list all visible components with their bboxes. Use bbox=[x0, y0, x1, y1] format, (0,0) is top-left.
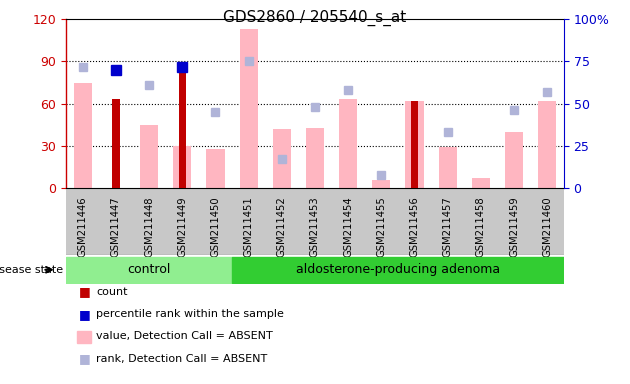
Bar bbox=[166, 188, 199, 255]
Text: GSM211451: GSM211451 bbox=[244, 196, 254, 257]
Bar bbox=[273, 129, 291, 188]
Bar bbox=[339, 99, 357, 188]
Text: ■: ■ bbox=[79, 285, 91, 298]
Text: value, Detection Call = ABSENT: value, Detection Call = ABSENT bbox=[96, 331, 273, 341]
Text: aldosterone-producing adenoma: aldosterone-producing adenoma bbox=[296, 263, 500, 276]
Bar bbox=[365, 188, 398, 255]
Bar bbox=[179, 68, 186, 188]
Text: rank, Detection Call = ABSENT: rank, Detection Call = ABSENT bbox=[96, 354, 268, 364]
Bar bbox=[239, 29, 258, 188]
Bar bbox=[505, 132, 523, 188]
Bar bbox=[530, 188, 564, 255]
Bar bbox=[199, 188, 232, 255]
Bar bbox=[66, 188, 100, 255]
Text: count: count bbox=[96, 287, 128, 297]
Bar bbox=[173, 146, 192, 188]
Bar bbox=[112, 99, 120, 188]
Text: control: control bbox=[127, 263, 171, 276]
Text: GSM211447: GSM211447 bbox=[111, 196, 121, 257]
Bar bbox=[74, 83, 92, 188]
Bar bbox=[232, 188, 265, 255]
Bar bbox=[398, 188, 431, 255]
Bar bbox=[100, 188, 132, 255]
Text: GSM211456: GSM211456 bbox=[410, 196, 420, 257]
Text: GSM211459: GSM211459 bbox=[509, 196, 519, 257]
Text: GSM211460: GSM211460 bbox=[542, 196, 553, 257]
Bar bbox=[299, 188, 331, 255]
Bar bbox=[207, 149, 224, 188]
Bar bbox=[498, 188, 530, 255]
Text: GDS2860 / 205540_s_at: GDS2860 / 205540_s_at bbox=[224, 10, 406, 26]
Bar bbox=[132, 188, 166, 255]
Text: GSM211449: GSM211449 bbox=[177, 196, 187, 257]
Bar bbox=[232, 257, 564, 283]
Bar bbox=[306, 127, 324, 188]
Text: GSM211446: GSM211446 bbox=[77, 196, 88, 257]
Bar bbox=[331, 188, 365, 255]
Bar bbox=[372, 180, 391, 188]
Text: GSM211457: GSM211457 bbox=[443, 196, 453, 257]
Bar bbox=[140, 125, 158, 188]
Bar bbox=[438, 147, 457, 188]
Text: GSM211450: GSM211450 bbox=[210, 196, 220, 257]
Bar bbox=[431, 188, 464, 255]
Text: ■: ■ bbox=[79, 352, 91, 365]
Bar bbox=[411, 101, 418, 188]
Text: GSM211455: GSM211455 bbox=[376, 196, 386, 257]
Bar bbox=[66, 257, 232, 283]
Text: ■: ■ bbox=[79, 308, 91, 321]
Bar bbox=[265, 188, 299, 255]
Text: disease state: disease state bbox=[0, 265, 63, 275]
Text: percentile rank within the sample: percentile rank within the sample bbox=[96, 309, 284, 319]
Text: GSM211454: GSM211454 bbox=[343, 196, 353, 257]
Text: GSM211453: GSM211453 bbox=[310, 196, 320, 257]
Text: GSM211448: GSM211448 bbox=[144, 196, 154, 257]
Bar bbox=[406, 101, 423, 188]
Bar bbox=[464, 188, 498, 255]
Text: GSM211458: GSM211458 bbox=[476, 196, 486, 257]
Bar bbox=[538, 101, 556, 188]
Bar bbox=[472, 178, 490, 188]
Text: GSM211452: GSM211452 bbox=[277, 196, 287, 257]
